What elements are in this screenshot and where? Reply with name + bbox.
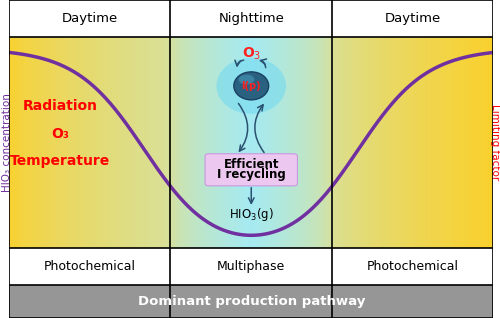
Text: Dominant production pathway: Dominant production pathway <box>138 295 365 308</box>
Ellipse shape <box>238 75 254 84</box>
Text: O$_3$: O$_3$ <box>242 46 261 62</box>
Text: HIO₃ concentration: HIO₃ concentration <box>2 93 12 192</box>
Text: O₃: O₃ <box>52 127 69 141</box>
Bar <box>10 0 493 37</box>
Bar <box>10 285 493 318</box>
Ellipse shape <box>234 72 268 100</box>
Text: HIO$_3$(g): HIO$_3$(g) <box>229 206 274 223</box>
Text: Photochemical: Photochemical <box>366 260 458 273</box>
Ellipse shape <box>216 58 286 114</box>
Text: Photochemical: Photochemical <box>44 260 136 273</box>
Text: Temperature: Temperature <box>10 154 110 168</box>
Text: Efficient: Efficient <box>224 158 279 171</box>
Text: Nighttime: Nighttime <box>218 12 284 25</box>
FancyBboxPatch shape <box>205 154 298 186</box>
Bar <box>10 248 493 285</box>
Text: Radiation: Radiation <box>22 99 98 113</box>
Text: Limiting factor: Limiting factor <box>490 104 500 180</box>
Text: I recycling: I recycling <box>217 169 286 181</box>
Text: Daytime: Daytime <box>62 12 118 25</box>
Text: Multiphase: Multiphase <box>217 260 286 273</box>
Text: Daytime: Daytime <box>384 12 440 25</box>
Text: I(p): I(p) <box>242 81 261 91</box>
